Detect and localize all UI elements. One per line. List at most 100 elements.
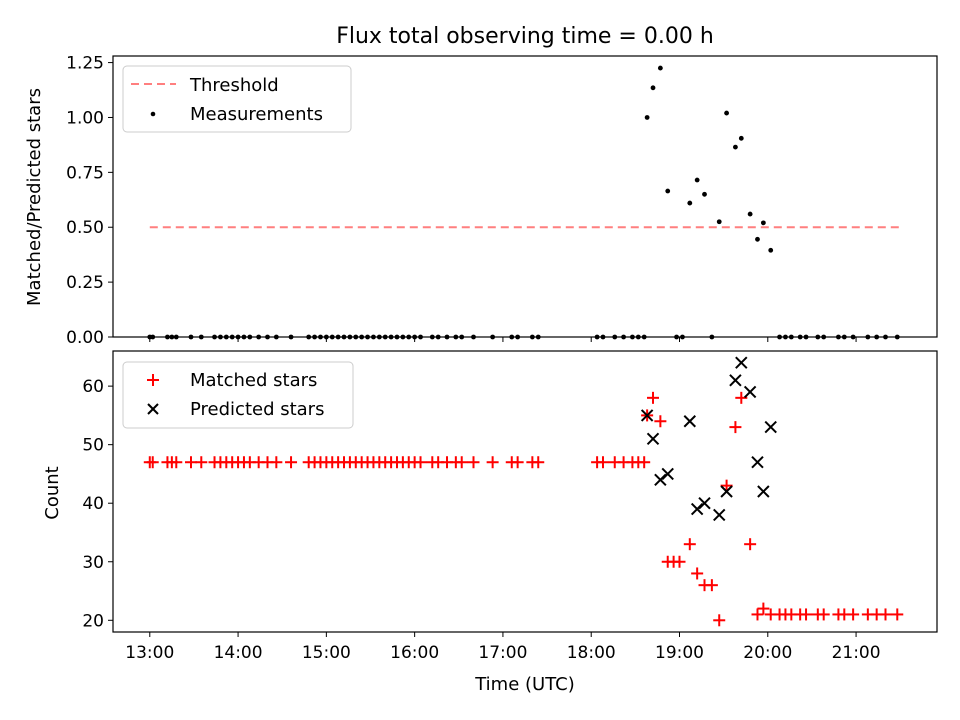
- legend-measurements-marker: [150, 111, 156, 117]
- measurement-point: [515, 334, 521, 340]
- matched-star-point: [184, 456, 197, 469]
- measurement-point: [318, 334, 323, 340]
- measurement-point: [265, 334, 270, 340]
- measurement-point: [400, 334, 406, 340]
- measurement-point: [353, 334, 359, 340]
- measurement-point: [371, 334, 376, 340]
- matched-star-point: [270, 456, 283, 469]
- measurement-point: [621, 334, 626, 340]
- top-panel: 0.00 0.25 0.50 0.75 1.00 1.25 Matched/Predict…: [24, 54, 938, 348]
- measurement-point: [788, 334, 794, 340]
- measurement-point: [644, 115, 650, 120]
- measurement-point: [815, 334, 821, 340]
- measurement-point: [406, 334, 412, 340]
- top-y-tick-label: 1.00: [66, 108, 104, 128]
- measurement-point: [365, 334, 370, 340]
- measurement-point: [874, 334, 880, 340]
- bottom-y-tick-label: 60: [82, 377, 104, 397]
- legend-predicted-label: Predicted stars: [190, 399, 324, 420]
- measurement-point: [341, 334, 347, 340]
- matched-star-point: [511, 456, 524, 469]
- measurement-point: [674, 334, 679, 340]
- measurement-point: [724, 110, 729, 116]
- predicted-star-point: [690, 502, 704, 516]
- matched-star-point: [691, 567, 704, 580]
- measurement-point: [665, 188, 671, 194]
- matched-star-point: [757, 602, 770, 615]
- measurement-point: [173, 334, 179, 340]
- matched-star-point: [146, 456, 159, 469]
- measurement-point: [347, 334, 353, 340]
- measurement-point: [836, 334, 841, 340]
- measurement-point: [429, 334, 435, 340]
- matched-star-point: [720, 479, 733, 492]
- measurement-point: [329, 334, 335, 340]
- measurement-point: [709, 334, 715, 340]
- measurement-point: [212, 334, 217, 340]
- matched-star-point: [729, 421, 742, 434]
- measurement-point: [229, 334, 235, 340]
- measurement-point: [680, 334, 685, 340]
- top-legend: Threshold Measurements: [122, 65, 352, 133]
- predicted-star-point: [735, 356, 748, 369]
- measurement-point: [747, 211, 753, 217]
- x-tick-label: 14:00: [214, 643, 263, 663]
- measurement-point: [256, 334, 262, 340]
- measurement-point: [241, 334, 247, 340]
- measurement-point: [306, 334, 312, 340]
- predicted-star-point: [640, 409, 654, 422]
- matched-star-point: [705, 579, 718, 592]
- measurement-point: [694, 177, 700, 183]
- matched-star-point: [170, 456, 183, 469]
- measurement-point: [235, 334, 241, 340]
- predicted-star-point: [764, 420, 777, 434]
- measurement-point: [273, 334, 279, 340]
- measurement-point: [865, 334, 871, 340]
- top-y-tick-label: 1.25: [66, 54, 104, 74]
- measurement-point: [612, 334, 618, 340]
- measurement-point: [459, 334, 465, 340]
- x-tick-label: 19:00: [655, 643, 704, 663]
- x-tick-label: 15:00: [302, 643, 351, 663]
- matched-star-point: [455, 456, 468, 469]
- matched-star-point: [467, 456, 480, 469]
- matched-star-point: [654, 415, 667, 428]
- measurement-point: [388, 334, 394, 340]
- measurement-point: [376, 334, 382, 340]
- measurement-point: [490, 334, 496, 340]
- measurement-point: [687, 200, 693, 206]
- bottom-legend: Matched stars Predicted stars: [122, 361, 354, 429]
- measurement-point: [535, 334, 541, 340]
- bottom-plot-marks: [143, 356, 904, 627]
- measurement-point: [247, 334, 253, 340]
- predicted-star-point: [729, 374, 742, 387]
- measurement-point: [783, 334, 788, 340]
- measurement-point: [777, 334, 782, 340]
- measurement-point: [657, 65, 663, 71]
- measurement-point: [738, 135, 744, 141]
- matched-star-point: [647, 391, 660, 404]
- measurement-point: [394, 334, 400, 340]
- matched-star-point: [285, 456, 298, 469]
- legend-matched-marker: [147, 374, 159, 386]
- bottom-x-axis: 13:00 14:00 15:00 16:00 17:00 18:00 19:00 20:00…: [125, 632, 881, 663]
- x-tick-label: 20:00: [743, 643, 792, 663]
- top-y-tick-label: 0.75: [66, 163, 104, 183]
- top-y-axis-label: Matched/Predicted stars: [24, 88, 45, 306]
- legend-measurements-label: Measurements: [190, 104, 323, 125]
- measurement-point: [850, 334, 856, 340]
- measurement-point: [150, 334, 156, 340]
- measurement-point: [733, 144, 738, 150]
- measurement-point: [223, 334, 229, 340]
- top-legend-box: [122, 65, 352, 133]
- matched-star-point: [532, 456, 545, 469]
- measurement-point: [841, 334, 847, 340]
- matched-star-point: [879, 608, 892, 621]
- measurement-point: [382, 334, 388, 340]
- measurement-point: [894, 334, 900, 340]
- bottom-legend-box: [122, 361, 354, 429]
- measurement-point: [218, 334, 223, 340]
- matched-star-point: [683, 538, 696, 551]
- measurement-point: [641, 334, 647, 340]
